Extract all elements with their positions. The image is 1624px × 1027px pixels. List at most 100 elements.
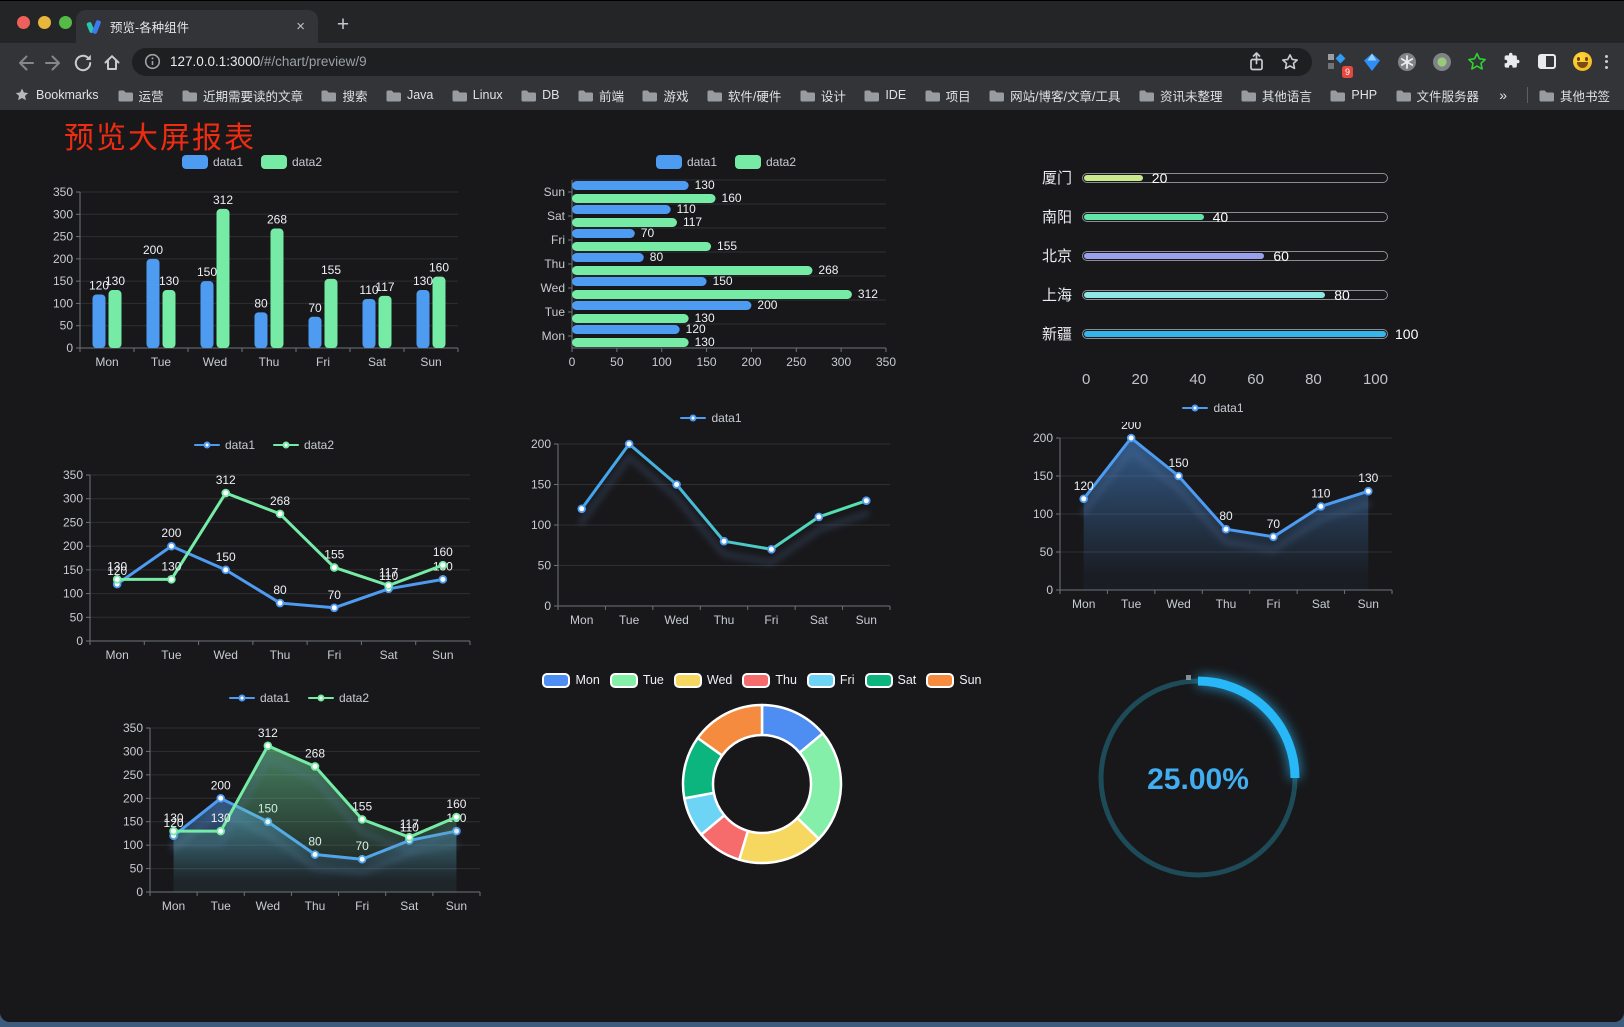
svg-text:268: 268 <box>270 494 290 508</box>
bookmark-folder[interactable]: 软件/硬件 <box>706 86 781 105</box>
legend-item[interactable]: data2 <box>735 155 796 169</box>
svg-text:350: 350 <box>123 721 143 735</box>
bookmark-folder[interactable]: PHP <box>1329 86 1377 105</box>
bookmarks-manager-item[interactable]: Bookmarks <box>14 87 99 103</box>
extension-badge: 9 <box>1342 65 1353 78</box>
bookmark-folder[interactable]: IDE <box>863 86 906 105</box>
bookmark-folder-label: Java <box>406 88 434 102</box>
page-title: 预览大屏报表 <box>64 122 256 155</box>
legend-item[interactable]: Sat <box>864 672 917 688</box>
chart-line-two-series-area: data1 data2 0 50 100 150 200 250 300 350 Mon Tue Wed… <box>106 688 492 920</box>
svg-text:200: 200 <box>53 252 73 266</box>
bookmark-folder[interactable]: 其他语言 <box>1240 86 1312 105</box>
bookmark-folder[interactable]: Java <box>385 86 433 105</box>
browser-menu-button[interactable] <box>1599 54 1614 69</box>
bookmark-star-icon[interactable] <box>1280 52 1300 72</box>
svg-text:Wed: Wed <box>541 281 565 295</box>
legend-item[interactable]: data2 <box>273 438 334 452</box>
forward-button[interactable] <box>39 47 68 76</box>
legend-item[interactable]: data1 <box>193 438 255 452</box>
extension-emoji-icon[interactable] <box>1569 49 1595 75</box>
bookmarks-overflow-button[interactable]: » <box>1499 87 1507 103</box>
home-button[interactable] <box>97 47 126 76</box>
url-text[interactable]: 127.0.0.1:3000/#/chart/preview/9 <box>170 54 1247 69</box>
folder-icon <box>1241 90 1256 101</box>
progress-value: 60 <box>1273 247 1289 264</box>
progress-label: 北京 <box>1041 248 1072 265</box>
browser-tab[interactable]: 预览-各种组件 × <box>76 10 318 43</box>
other-bookmarks-folder[interactable]: 其他书签 <box>1538 86 1610 105</box>
svg-text:300: 300 <box>53 207 73 221</box>
legend-item[interactable]: Tue <box>609 672 664 688</box>
bookmark-folder[interactable]: 搜索 <box>320 86 367 105</box>
bookmark-folder[interactable]: 网站/博客/文章/工具 <box>988 86 1121 105</box>
back-icon <box>18 55 34 70</box>
tab-close-icon[interactable]: × <box>296 18 305 35</box>
extension-gem-icon[interactable] <box>1359 49 1385 75</box>
bookmark-folder[interactable]: 文件服务器 <box>1395 86 1479 105</box>
svg-text:300: 300 <box>63 492 83 506</box>
tab-title: 预览-各种组件 <box>110 21 190 35</box>
emoji-face-icon <box>1572 52 1592 71</box>
svg-text:Wed: Wed <box>256 899 280 913</box>
legend-item[interactable]: data1 <box>228 691 290 705</box>
puzzle-icon <box>1504 52 1519 68</box>
bookmark-folder-label: 资讯未整理 <box>1159 89 1223 104</box>
axis-tick-label: 20 <box>1131 371 1149 388</box>
green-star-icon <box>1468 52 1486 70</box>
legend-item[interactable]: Thu <box>742 672 797 688</box>
back-button[interactable] <box>10 47 39 76</box>
bookmark-folder[interactable]: 项目 <box>924 86 971 105</box>
legend-swatch <box>655 155 682 169</box>
legend-item[interactable]: data1 <box>680 411 742 425</box>
svg-text:Wed: Wed <box>664 613 688 627</box>
legend-item[interactable]: data1 <box>655 155 717 169</box>
bookmark-folder[interactable]: 前端 <box>577 86 624 105</box>
legend-item[interactable]: data2 <box>261 155 322 169</box>
bookmark-folder[interactable]: 近期需要读的文章 <box>181 86 303 105</box>
address-bar[interactable]: 127.0.0.1:3000/#/chart/preview/9 <box>132 47 1312 76</box>
legend-swatch <box>1182 404 1209 412</box>
bookmark-folder[interactable]: 资讯未整理 <box>1138 86 1223 105</box>
close-window-button[interactable] <box>17 16 30 29</box>
bookmark-folder[interactable]: 游戏 <box>641 86 688 105</box>
svg-text:Mon: Mon <box>542 329 565 343</box>
chart-donut: Mon Tue Wed Thu Fri Sat Sun <box>542 670 982 874</box>
reload-button[interactable] <box>68 47 97 76</box>
svg-text:160: 160 <box>446 797 466 811</box>
legend-swatch <box>261 155 287 169</box>
legend-item[interactable]: data1 <box>1182 401 1244 415</box>
extension-green-star-icon[interactable] <box>1464 49 1490 75</box>
new-tab-button[interactable]: + <box>336 13 350 36</box>
fullscreen-window-button[interactable] <box>59 16 72 29</box>
site-info-icon[interactable] <box>144 53 161 70</box>
legend-item[interactable]: data2 <box>308 691 369 705</box>
extension-green-dot-icon[interactable] <box>1429 49 1455 75</box>
extension-blocks-icon[interactable]: 9 <box>1324 49 1353 78</box>
folder-icon <box>642 90 658 101</box>
extension-asterisk-icon[interactable] <box>1394 49 1420 75</box>
svg-text:110: 110 <box>677 202 696 216</box>
url-host: 127.0.0.1:3000 <box>170 54 261 69</box>
legend-item[interactable]: data1 <box>181 155 243 169</box>
legend-item[interactable]: Sun <box>926 672 982 688</box>
svg-text:268: 268 <box>818 263 838 277</box>
legend-item[interactable]: Wed <box>673 672 732 688</box>
legend-item[interactable]: Mon <box>542 672 600 688</box>
forward-icon <box>44 55 60 70</box>
legend-label: Sat <box>897 673 917 687</box>
svg-text:155: 155 <box>324 547 344 561</box>
chart-legend: data1 <box>518 408 904 428</box>
extension-puzzle-icon[interactable] <box>1499 49 1525 75</box>
svg-text:Fri: Fri <box>327 648 341 662</box>
legend-item[interactable]: Fri <box>806 672 855 688</box>
side-panel-button[interactable] <box>1534 49 1560 75</box>
minimize-window-button[interactable] <box>38 16 51 29</box>
share-icon[interactable] <box>1247 51 1266 72</box>
donut-segment[interactable] <box>696 703 764 757</box>
bookmark-folder[interactable]: Linux <box>451 86 503 105</box>
bookmark-folder[interactable]: 运营 <box>117 86 164 105</box>
bookmark-folder[interactable]: 设计 <box>799 86 846 105</box>
svg-text:Sat: Sat <box>368 355 387 369</box>
bookmark-folder[interactable]: DB <box>520 86 560 105</box>
